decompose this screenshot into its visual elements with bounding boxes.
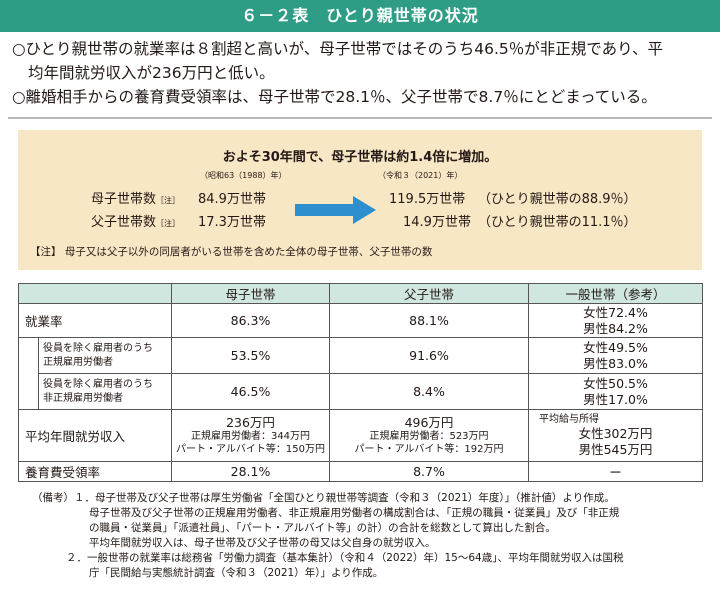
cell-general: 平均給与所得 女性302万円 男性545万円 — [528, 409, 703, 462]
table-row: 就業率 86.3% 88.1% 女性72.4% 男性84.2% — [18, 303, 703, 338]
general-male: 男性545万円 — [578, 442, 653, 457]
mother-share: （ひとり親世帯の88.9％） — [478, 192, 637, 207]
table-row: 平均年間就労収入 236万円 正規雇用労働者：344万円 パート・アルバイト等：… — [18, 409, 703, 462]
note-mark: ［注］ — [156, 219, 181, 228]
note-line: の職員・従業員」「派遣社員」、「パート・アルバイト等」の計）の合計を総数として算… — [89, 522, 556, 534]
cell-father: 88.1% — [329, 303, 529, 338]
cell-mother: 28.1% — [171, 461, 330, 482]
father-2021-value: 14.9万世帯 — [403, 215, 471, 230]
table-row: 役員を除く雇用者のうち 正規雇用労働者 53.5% 91.6% 女性49.5% … — [18, 337, 703, 374]
header-general: 一般世帯（参考） — [528, 283, 703, 304]
header-blank — [18, 283, 172, 304]
indent-cell — [18, 373, 39, 410]
summary-line: ○ひとり親世帯の就業率は８割超と高いが、母子世帯ではそのうち46.5％が非正規で… — [12, 40, 663, 58]
row-label: 養育費受領率 — [18, 461, 172, 482]
row-label: 役員を除く雇用者のうち 非正規雇用労働者 — [38, 373, 172, 410]
cell-mother: 46.5% — [171, 373, 330, 410]
page-title: ６－２表 ひとり親世帯の状況 — [0, 0, 720, 32]
general-male: 男性84.2% — [583, 320, 648, 336]
general-male: 男性17.0% — [583, 391, 648, 407]
table-header-row: 母子世帯 父子世帯 一般世帯（参考） — [18, 283, 703, 304]
household-table: 母子世帯 父子世帯 一般世帯（参考） 就業率 86.3% 88.1% 女性72.… — [18, 283, 703, 482]
box-note: 【注】 母子又は父子以外の同居者がいる世帯を含めた全体の母子世帯、父子世帯の数 — [30, 246, 433, 258]
father-label: 父子世帯数 — [91, 215, 157, 230]
header-mother: 母子世帯 — [171, 283, 330, 304]
cell-father: 496万円 正規雇用労働者：523万円 パート・アルバイト等：192万円 — [329, 409, 529, 462]
cell-general: ー — [528, 461, 703, 482]
income-regular: 正規雇用労働者：523万円 — [369, 430, 489, 442]
father-share: （ひとり親世帯の11.1％） — [478, 215, 637, 230]
cell-mother: 236万円 正規雇用労働者：344万円 パート・アルバイト等：150万円 — [171, 409, 330, 462]
mother-count-label: 母子世帯数［注］ — [91, 188, 180, 207]
general-male: 男性83.0% — [583, 355, 648, 371]
cell-mother: 86.3% — [171, 303, 330, 338]
cell-mother: 53.5% — [171, 337, 330, 374]
note-line: 平均年間就労収入は、母子世帯及び父子世帯の母又は父自身の就労収入。 — [89, 537, 436, 549]
row-label-line: 正規雇用労働者 — [43, 356, 113, 368]
mother-1988-value: 84.9万世帯 — [198, 192, 266, 207]
summary-line: ○離婚相手からの養育費受領率は、母子世帯で28.1％、父子世帯で8.7％にとどま… — [12, 88, 657, 106]
row-label-line: 役員を除く雇用者のうち — [43, 378, 153, 390]
note-line: 庁「民間給与実態統計調査（令和３（2021）年）」より作成。 — [89, 567, 384, 579]
mother-2021-value: 119.5万世帯 — [389, 192, 466, 207]
year-to: （令和３（2021）年） — [378, 171, 463, 180]
notes: （備考）１．母子世帯及び父子世帯は厚生労働省「全国ひとり親世帯等調査（令和３（2… — [32, 491, 720, 581]
increase-arrow-icon — [295, 196, 376, 224]
income-part: パート・アルバイト等：150万円 — [176, 443, 325, 455]
general-female: 女性49.5% — [583, 339, 648, 355]
income-regular: 正規雇用労働者：344万円 — [190, 430, 311, 442]
summary-line: 均年間就労収入が236万円と低い。 — [28, 64, 275, 82]
father-count-label: 父子世帯数［注］ — [91, 211, 180, 230]
cell-father: 8.4% — [329, 373, 529, 410]
note-line: ２．一般世帯の就業率は総務省「労働力調査（基本集計）（令和４（2022）年）15… — [66, 552, 624, 564]
cell-general: 女性50.5% 男性17.0% — [528, 373, 703, 410]
table-row: 役員を除く雇用者のうち 非正規雇用労働者 46.5% 8.4% 女性50.5% … — [18, 373, 703, 410]
cell-general: 女性49.5% 男性83.0% — [528, 337, 703, 374]
general-female: 女性72.4% — [583, 304, 648, 320]
row-label: 平均年間就労収入 — [18, 409, 172, 462]
general-female: 女性302万円 — [578, 426, 653, 441]
note-line: 母子世帯及び父子世帯の正規雇用労働者、非正規雇用労働者の構成割合は、「正規の職員… — [89, 507, 620, 519]
table-row: 養育費受領率 28.1% 8.7% ー — [18, 461, 703, 482]
header-father: 父子世帯 — [329, 283, 529, 304]
household-count-box: およそ30年間で、母子世帯は約1.4倍に増加。 （昭和63（1988）年） （令… — [18, 130, 702, 270]
divider — [8, 117, 712, 119]
row-label: 役員を除く雇用者のうち 正規雇用労働者 — [38, 337, 172, 374]
box-headline: およそ30年間で、母子世帯は約1.4倍に増加。 — [222, 150, 498, 165]
cell-father: 91.6% — [329, 337, 529, 374]
cell-general: 女性72.4% 男性84.2% — [528, 303, 703, 338]
row-label: 就業率 — [18, 303, 172, 338]
summary: ○ひとり親世帯の就業率は８割超と高いが、母子世帯ではそのうち46.5％が非正規で… — [12, 37, 708, 109]
row-label-line: 役員を除く雇用者のうち — [43, 342, 153, 354]
income-total: 236万円 — [226, 414, 275, 430]
cell-father: 8.7% — [329, 461, 529, 482]
note-mark: ［注］ — [156, 196, 181, 205]
note-line: （備考）１．母子世帯及び父子世帯は厚生労働省「全国ひとり親世帯等調査（令和３（2… — [32, 492, 615, 504]
general-female: 女性50.5% — [583, 375, 648, 391]
row-label-line: 非正規雇用労働者 — [43, 392, 123, 404]
general-income-title: 平均給与所得 — [539, 414, 599, 425]
indent-cell — [18, 337, 39, 374]
year-from: （昭和63（1988）年） — [200, 171, 287, 180]
income-part: パート・アルバイト等：192万円 — [354, 443, 504, 455]
father-1988-value: 17.3万世帯 — [198, 215, 266, 230]
mother-label: 母子世帯数 — [91, 192, 157, 207]
income-total: 496万円 — [404, 414, 454, 430]
